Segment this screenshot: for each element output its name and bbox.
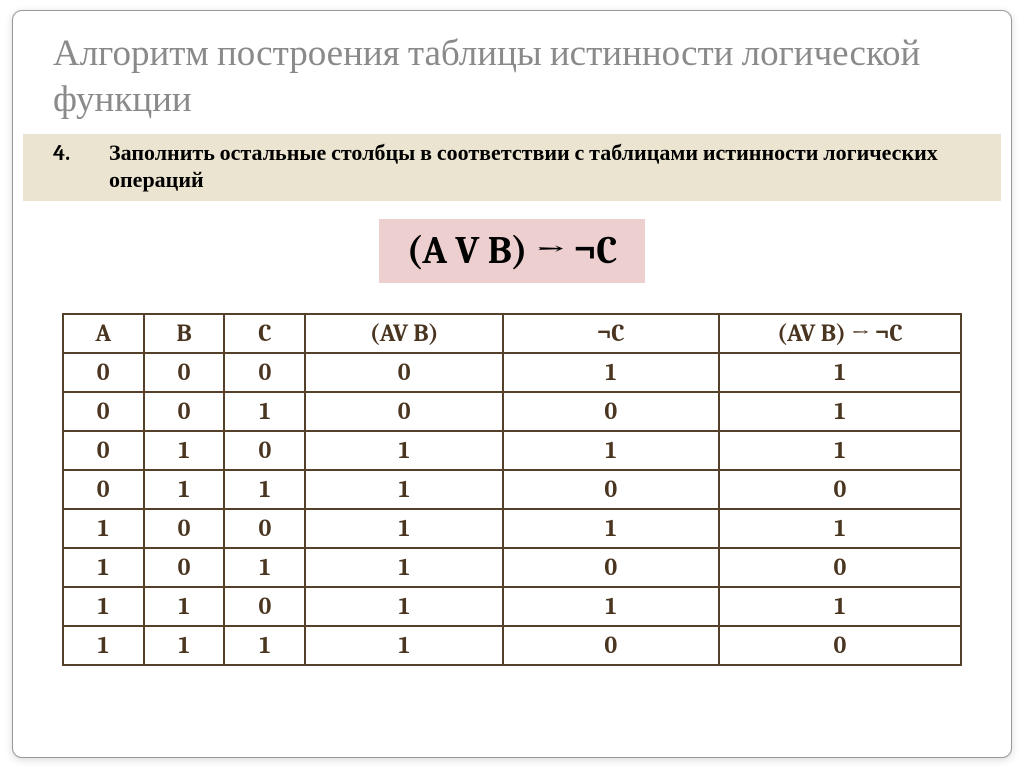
- cell: 1: [224, 470, 305, 509]
- truth-table: A B C (AV B) ¬C (AV B) → ¬C 0 0 0 0 1 1 …: [62, 313, 962, 666]
- step-text: Заполнить остальные столбцы в соответств…: [109, 140, 991, 195]
- cell: 1: [63, 548, 144, 587]
- cell: 1: [503, 587, 719, 626]
- col-header-notc: ¬C: [503, 314, 719, 353]
- cell: 0: [144, 353, 225, 392]
- cell: 1: [63, 509, 144, 548]
- table-row: 1 0 0 1 1 1: [63, 509, 961, 548]
- cell: 0: [63, 392, 144, 431]
- cell: 1: [144, 587, 225, 626]
- cell: 1: [305, 626, 503, 665]
- cell: 0: [503, 548, 719, 587]
- cell: 0: [719, 548, 962, 587]
- cell: 1: [144, 626, 225, 665]
- cell: 1: [305, 431, 503, 470]
- cell: 0: [719, 470, 962, 509]
- step-number: 4.: [53, 140, 79, 166]
- col-header-c: C: [224, 314, 305, 353]
- col-header-result: (AV B) → ¬C: [719, 314, 962, 353]
- formula-wrap: (A V B) → ¬C: [43, 219, 981, 283]
- cell: 0: [144, 392, 225, 431]
- cell: 1: [305, 587, 503, 626]
- cell: 1: [503, 509, 719, 548]
- cell: 1: [719, 431, 962, 470]
- cell: 1: [719, 509, 962, 548]
- cell: 0: [224, 431, 305, 470]
- cell: 0: [144, 509, 225, 548]
- col-header-a: A: [63, 314, 144, 353]
- cell: 0: [224, 587, 305, 626]
- slide-container: Алгоритм построения таблицы истинности л…: [12, 10, 1012, 758]
- cell: 1: [503, 431, 719, 470]
- cell: 1: [305, 548, 503, 587]
- table-row: 0 1 1 1 0 0: [63, 470, 961, 509]
- cell: 0: [503, 626, 719, 665]
- cell: 0: [305, 353, 503, 392]
- cell: 1: [224, 626, 305, 665]
- cell: 1: [224, 548, 305, 587]
- cell: 0: [719, 626, 962, 665]
- cell: 0: [503, 470, 719, 509]
- cell: 1: [305, 509, 503, 548]
- table-row: 0 0 1 0 0 1: [63, 392, 961, 431]
- cell: 1: [305, 470, 503, 509]
- cell: 0: [144, 548, 225, 587]
- cell: 1: [719, 353, 962, 392]
- cell: 1: [719, 392, 962, 431]
- cell: 1: [224, 392, 305, 431]
- cell: 0: [224, 353, 305, 392]
- table-row: 0 1 0 1 1 1: [63, 431, 961, 470]
- table-row: 1 1 0 1 1 1: [63, 587, 961, 626]
- cell: 1: [144, 431, 225, 470]
- page-title: Алгоритм построения таблицы истинности л…: [43, 31, 981, 124]
- cell: 0: [503, 392, 719, 431]
- cell: 0: [63, 431, 144, 470]
- col-header-b: B: [144, 314, 225, 353]
- cell: 1: [719, 587, 962, 626]
- cell: 1: [63, 587, 144, 626]
- cell: 1: [503, 353, 719, 392]
- step-band: 4. Заполнить остальные столбцы в соответ…: [23, 134, 1001, 201]
- formula-expression: (A V B) → ¬C: [379, 219, 646, 283]
- table-row: 1 0 1 1 0 0: [63, 548, 961, 587]
- table-row: 0 0 0 0 1 1: [63, 353, 961, 392]
- cell: 0: [305, 392, 503, 431]
- table-header-row: A B C (AV B) ¬C (AV B) → ¬C: [63, 314, 961, 353]
- cell: 1: [144, 470, 225, 509]
- table-row: 1 1 1 1 0 0: [63, 626, 961, 665]
- col-header-avb: (AV B): [305, 314, 503, 353]
- cell: 0: [224, 509, 305, 548]
- cell: 0: [63, 470, 144, 509]
- cell: 1: [63, 626, 144, 665]
- cell: 0: [63, 353, 144, 392]
